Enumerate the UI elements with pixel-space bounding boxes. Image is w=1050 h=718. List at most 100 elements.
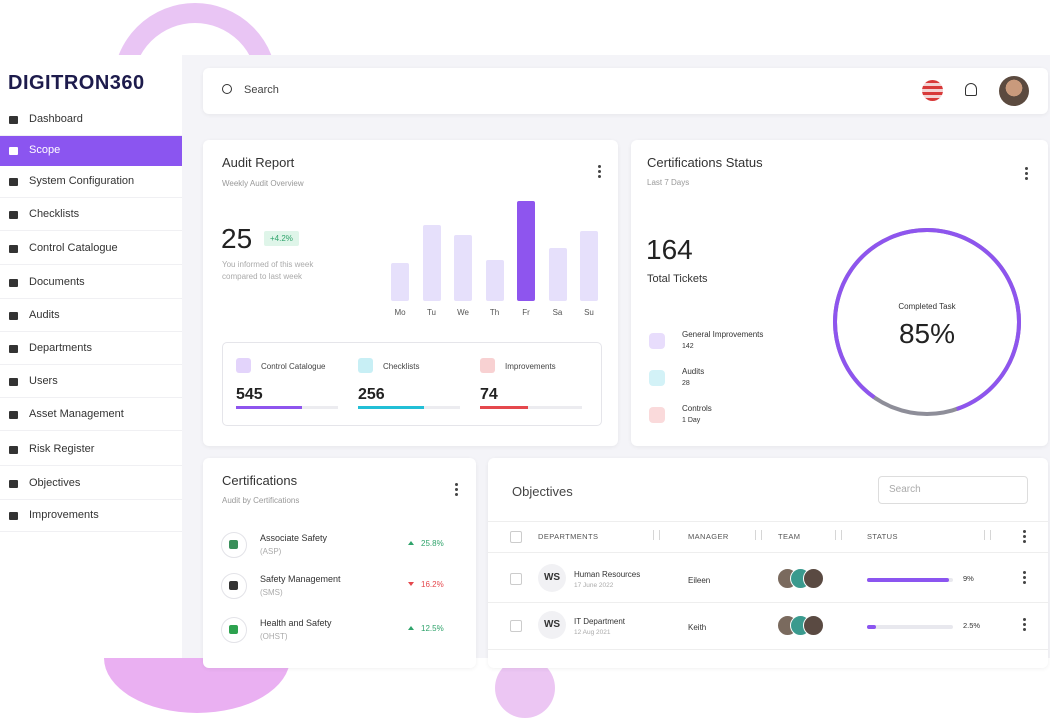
menu-dots[interactable] <box>1023 618 1026 633</box>
manager: Eileen <box>688 576 711 585</box>
nav-item[interactable]: Departments <box>0 334 182 365</box>
card-subtitle: Audit by Certifications <box>222 496 300 505</box>
item-value: 142 <box>682 343 694 350</box>
audit-note: compared to last week <box>222 272 303 281</box>
menu-dots[interactable] <box>1025 167 1028 182</box>
menu-dots[interactable] <box>1023 571 1026 586</box>
bar <box>391 263 409 301</box>
nav-icon <box>9 245 18 253</box>
nav-icon <box>9 480 18 488</box>
flag[interactable] <box>922 80 943 101</box>
nav-label: Control Catalogue <box>29 242 118 254</box>
progress-track <box>480 406 582 409</box>
certifications-card: Certifications Audit by Certifications Ass… <box>203 458 476 668</box>
nav-label: Scope <box>29 144 61 156</box>
item-icon <box>649 370 665 386</box>
cert-change: 16.2% <box>421 580 444 589</box>
nav-icon <box>9 116 18 124</box>
nav-item[interactable]: Dashboard <box>0 105 182 136</box>
audit-value: 25 <box>221 223 253 254</box>
nav-item[interactable]: Documents <box>0 268 182 299</box>
stat-value: 256 <box>358 386 385 403</box>
row-divider <box>488 649 1048 650</box>
nav-item[interactable]: Control Catalogue <box>0 234 182 265</box>
search-input: Search <box>889 484 921 495</box>
department: Human Resources <box>574 570 641 579</box>
date: 17 June 2022 <box>574 582 614 589</box>
stat-value: 545 <box>236 386 263 403</box>
item-icon <box>649 333 665 349</box>
menu-dots[interactable] <box>598 165 601 180</box>
top-bar: Search <box>203 68 1048 114</box>
bar-label: We <box>457 308 469 317</box>
nav-item[interactable]: Asset Management <box>0 400 182 431</box>
nav-label: Dashboard <box>29 113 83 125</box>
bar <box>485 260 504 301</box>
checkbox[interactable] <box>510 620 522 632</box>
nav-item[interactable]: Audits <box>0 301 182 332</box>
checkbox[interactable] <box>510 531 522 543</box>
menu-dots[interactable] <box>455 483 458 498</box>
search-icon <box>222 84 232 94</box>
avatar[interactable] <box>999 76 1029 106</box>
nav-label: Departments <box>29 342 92 354</box>
column-header: TEAM <box>778 532 801 541</box>
team-avatar <box>803 568 824 589</box>
nav-label: Documents <box>29 276 85 288</box>
trend-arrow <box>408 626 414 630</box>
nav-label: Risk Register <box>29 443 95 455</box>
cert-change: 25.8% <box>421 539 444 548</box>
column-header: MANAGER <box>688 532 729 541</box>
initials-avatar: WS <box>538 564 566 592</box>
nav-icon <box>9 446 18 454</box>
cert-glyph <box>229 625 238 634</box>
search-input[interactable]: Search <box>244 84 279 96</box>
bar-label: Su <box>584 308 594 317</box>
status: 2.5% <box>963 621 981 630</box>
stat-icon <box>358 358 373 373</box>
nav-item[interactable]: Improvements <box>0 501 182 532</box>
status: 9% <box>963 574 974 583</box>
cert-code: (OHST) <box>260 632 288 641</box>
bar-label: Mo <box>394 308 406 317</box>
nav-label: Improvements <box>29 509 99 521</box>
nav-item[interactable]: System Configuration <box>0 167 182 198</box>
audit-note: You informed of this week <box>222 260 314 269</box>
stat-label: Checklists <box>383 362 420 371</box>
table-header <box>488 521 1048 553</box>
sort-icon[interactable] <box>755 530 762 540</box>
bar <box>454 235 472 301</box>
sort-icon[interactable] <box>984 530 991 540</box>
cert-code: (SMS) <box>260 588 283 597</box>
search-box[interactable]: Search <box>878 476 1028 504</box>
nav-label: Users <box>29 375 58 387</box>
nav-item[interactable]: Objectives <box>0 469 182 500</box>
nav-icon <box>9 512 18 520</box>
trend-arrow <box>408 541 414 545</box>
bar <box>548 248 567 301</box>
bar-label: Sa <box>552 308 563 317</box>
nav-item[interactable]: Scope <box>0 136 182 166</box>
nav-item[interactable]: Checklists <box>0 200 182 231</box>
sort-icon[interactable] <box>653 530 660 540</box>
total-value: 164 <box>646 234 693 265</box>
menu-dots[interactable] <box>1023 530 1026 545</box>
initials-avatar: WS <box>538 611 566 639</box>
progress-bar <box>867 625 876 629</box>
nav-item[interactable]: Risk Register <box>0 435 182 466</box>
cert-name: Health and Safety <box>260 618 332 628</box>
date: 12 Aug 2021 <box>574 629 611 636</box>
row-divider <box>488 602 1048 603</box>
sort-icon[interactable] <box>835 530 842 540</box>
cert-change: 12.5% <box>421 624 444 633</box>
nav-item[interactable]: Users <box>0 367 182 398</box>
column-header: STATUS <box>867 532 898 541</box>
clip <box>182 658 1050 718</box>
checkbox[interactable] <box>510 573 522 585</box>
objectives-card: Objectives Search DEPARTMENTS MANAGER TEAM ST… <box>488 458 1048 668</box>
nav-icon <box>9 279 18 287</box>
cert-icon <box>221 573 247 599</box>
bell[interactable] <box>965 83 977 96</box>
item-value: 28 <box>682 380 690 387</box>
sidebar: Dashboard Scope System Configuration Checkl… <box>0 55 182 533</box>
